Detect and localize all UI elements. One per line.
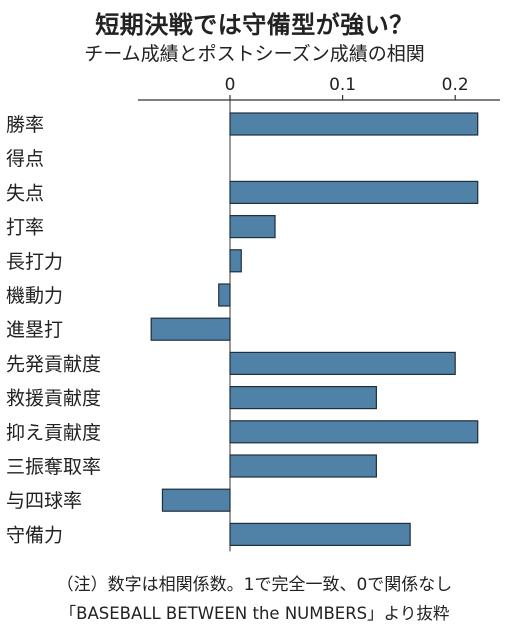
category-label: 与四球率 bbox=[6, 490, 82, 512]
category-label: 救援貢献度 bbox=[6, 388, 101, 410]
category-label: 三振奪取率 bbox=[6, 456, 101, 478]
bar bbox=[229, 420, 479, 444]
x-tick-label: 0 bbox=[225, 75, 236, 95]
category-label: 勝率 bbox=[6, 114, 44, 136]
x-tick-label: 0.1 bbox=[329, 75, 356, 95]
bar bbox=[229, 215, 276, 239]
category-label: 得点 bbox=[6, 148, 44, 170]
category-label: 打率 bbox=[6, 217, 44, 239]
bar bbox=[150, 317, 231, 341]
footnote: （注）数字は相関係数。1で完全一致、0で関係なし bbox=[56, 575, 453, 595]
bar bbox=[229, 180, 479, 204]
bar bbox=[229, 454, 377, 478]
bar bbox=[229, 351, 456, 375]
bar bbox=[229, 386, 377, 410]
category-label: 抑え貢献度 bbox=[6, 422, 101, 444]
category-label: 長打力 bbox=[6, 251, 63, 273]
category-label: 先発貢献度 bbox=[6, 353, 101, 375]
category-label: 進塁打 bbox=[6, 319, 63, 341]
x-tick-label: 0.2 bbox=[442, 75, 469, 95]
category-label: 機動力 bbox=[6, 285, 63, 307]
bar bbox=[229, 112, 479, 136]
chart-subtitle: チーム成績とポストシーズン成績の相関 bbox=[84, 43, 425, 65]
source-note: 「BASEBALL BETWEEN the NUMBERS」より抜粋 bbox=[59, 604, 450, 623]
chart-title: 短期決戦では守備型が強い？ bbox=[95, 11, 414, 39]
category-label: 守備力 bbox=[6, 524, 63, 546]
bar bbox=[161, 488, 231, 512]
bar bbox=[218, 283, 231, 307]
bar bbox=[229, 249, 242, 273]
bar bbox=[229, 522, 411, 547]
category-label: 失点 bbox=[6, 182, 44, 204]
